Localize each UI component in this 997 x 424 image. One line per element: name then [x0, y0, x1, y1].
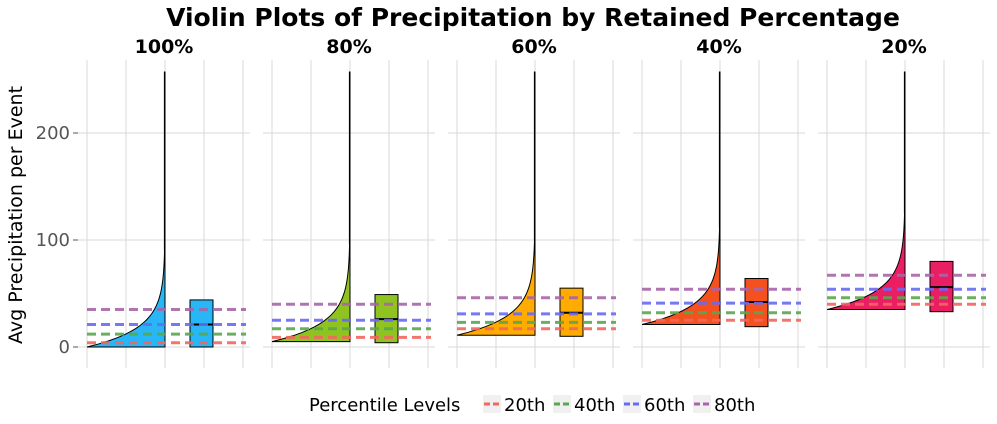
panel-20pct: 20% — [818, 36, 990, 368]
legend-key-bg — [483, 395, 501, 413]
panel-100pct: 100% — [78, 36, 250, 368]
facet-label: 100% — [135, 36, 194, 58]
legend-label: 60th — [644, 395, 685, 416]
legend-label: 20th — [504, 395, 545, 416]
facet-label: 40% — [696, 36, 741, 58]
y-axis: 0 100 200 — [36, 123, 78, 358]
violin-shape — [271, 71, 351, 343]
y-tick-label: 200 — [36, 123, 70, 144]
y-axis-title: Avg Precipitation per Event — [5, 86, 27, 344]
facet-label: 20% — [881, 36, 926, 58]
legend: Percentile Levels 20th 40th 60th 80th — [309, 395, 755, 416]
legend-key-bg — [623, 395, 641, 413]
violin-shape — [641, 71, 721, 326]
legend-key-bg — [693, 395, 711, 413]
facet-label: 80% — [326, 36, 371, 58]
violin-shape — [86, 71, 166, 348]
panel-60pct: 60% — [448, 36, 620, 368]
legend-key-bg — [553, 395, 571, 413]
chart-title: Violin Plots of Precipitation by Retaine… — [166, 3, 900, 32]
legend-title: Percentile Levels — [309, 395, 460, 416]
legend-label: 40th — [574, 395, 615, 416]
violin-shape — [826, 71, 906, 311]
y-tick-label: 0 — [59, 337, 70, 358]
legend-label: 80th — [714, 395, 755, 416]
violin-shape — [456, 71, 536, 336]
facet-label: 60% — [511, 36, 556, 58]
panel-80pct: 80% — [263, 36, 435, 368]
panel-40pct: 40% — [633, 36, 805, 368]
panels: 100% 80% 60% 40% 20% — [78, 36, 990, 368]
y-tick-label: 100 — [36, 230, 70, 251]
